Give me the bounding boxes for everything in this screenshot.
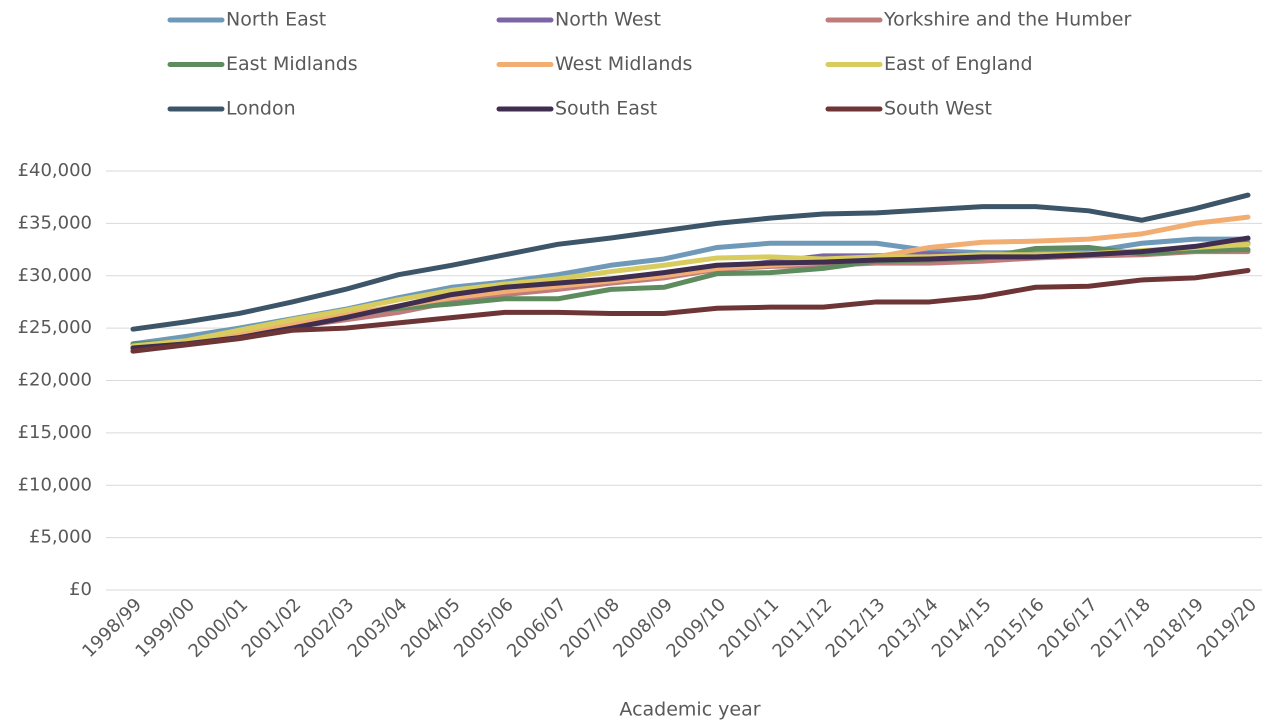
legend-label: North East xyxy=(226,9,326,31)
y-tick-label: £15,000 xyxy=(18,422,92,443)
legend-label: East Midlands xyxy=(226,53,358,75)
y-tick-label: £0 xyxy=(69,579,92,600)
legend-label: Yorkshire and the Humber xyxy=(883,9,1131,31)
legend-label: West Midlands xyxy=(555,53,692,75)
series-line xyxy=(130,192,1251,332)
x-axis-title: Academic year xyxy=(619,699,760,721)
legend-label: South East xyxy=(555,98,657,120)
series-line xyxy=(130,235,1251,351)
y-tick-label: £20,000 xyxy=(18,370,92,391)
y-tick-label: £5,000 xyxy=(29,527,92,548)
y-tick-label: £25,000 xyxy=(18,317,92,338)
y-tick-label: £40,000 xyxy=(18,160,92,181)
series-line xyxy=(130,214,1251,352)
y-tick-label: £30,000 xyxy=(18,265,92,286)
legend-label: South West xyxy=(884,98,992,120)
x-tick-label: 2019/20 xyxy=(1193,594,1261,662)
y-tick-label: £35,000 xyxy=(18,212,92,233)
legend-label: East of England xyxy=(884,53,1033,75)
y-tick-label: £10,000 xyxy=(18,474,92,495)
legend-label: London xyxy=(226,98,296,120)
legend-label: North West xyxy=(555,9,661,31)
series-line xyxy=(130,268,1251,354)
